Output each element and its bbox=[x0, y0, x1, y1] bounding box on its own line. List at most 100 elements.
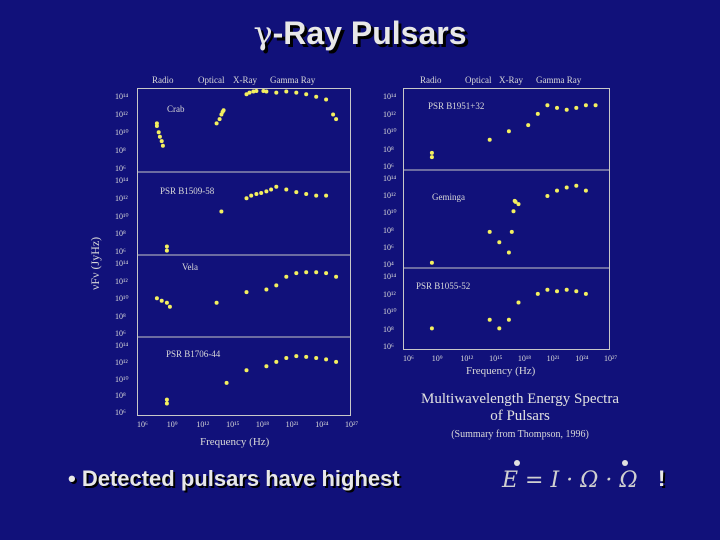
y-tick-label: 10¹² bbox=[115, 193, 128, 203]
spectrum-5 bbox=[429, 183, 588, 265]
panel-title-b1055: PSR B1055-52 bbox=[416, 281, 471, 291]
formula-dot-e bbox=[514, 460, 520, 466]
y-tick-label: 10⁶ bbox=[115, 247, 126, 256]
y-tick-label: 10⁶ bbox=[115, 329, 126, 338]
data-point bbox=[167, 304, 172, 309]
y-tick-label: 10⁶ bbox=[115, 164, 126, 173]
y-tick-label: 10⁸ bbox=[383, 144, 394, 154]
band-label-gamma-right: Gamma Ray bbox=[536, 75, 582, 85]
data-point bbox=[487, 137, 492, 142]
x-tick-label: 10²⁷ bbox=[604, 354, 618, 363]
band-label-optical: Optical bbox=[198, 75, 225, 85]
x-tick-label: 10¹⁵ bbox=[226, 420, 240, 429]
data-point bbox=[244, 290, 249, 295]
data-point bbox=[156, 130, 161, 135]
x-tick-label: 10²¹ bbox=[285, 420, 299, 429]
band-label-gamma: Gamma Ray bbox=[270, 75, 316, 85]
panel-title-geminga: Geminga bbox=[432, 192, 465, 202]
slide-title: γ-Ray Pulsars bbox=[0, 14, 720, 52]
data-point bbox=[487, 317, 492, 322]
data-point bbox=[274, 184, 279, 189]
data-point bbox=[164, 248, 169, 253]
data-point bbox=[334, 359, 339, 364]
data-point bbox=[324, 193, 329, 198]
y-tick-label: 10⁶ bbox=[383, 242, 394, 252]
y-tick-label: 10¹⁴ bbox=[383, 92, 397, 101]
x-tick-label: 10²¹ bbox=[546, 354, 560, 363]
data-point bbox=[324, 97, 329, 102]
data-point bbox=[545, 194, 550, 198]
data-point bbox=[304, 354, 309, 359]
band-label-xray-right: X-Ray bbox=[499, 75, 523, 85]
data-point bbox=[497, 240, 502, 245]
spectrum-4 bbox=[429, 103, 598, 160]
y-tick-label: 10¹⁴ bbox=[115, 176, 129, 185]
data-point bbox=[264, 89, 269, 94]
data-point bbox=[284, 187, 289, 192]
data-point bbox=[214, 121, 219, 126]
panel-title-b1951: PSR B1951+32 bbox=[428, 101, 485, 111]
y-tick-label: 10¹² bbox=[383, 191, 396, 201]
y-tick-label: 10⁸ bbox=[115, 229, 126, 239]
data-point bbox=[154, 124, 159, 128]
spectrum-0 bbox=[154, 89, 339, 148]
y-tick-label: 10¹² bbox=[115, 110, 128, 119]
bullet-text: • Detected pulsars have highest bbox=[68, 466, 400, 491]
left-x-axis-label: Frequency (Hz) bbox=[200, 436, 270, 448]
y-tick-label: 10⁸ bbox=[115, 146, 126, 155]
data-point bbox=[164, 244, 169, 249]
data-point bbox=[429, 326, 434, 331]
data-point bbox=[244, 368, 249, 373]
data-point bbox=[269, 187, 274, 192]
y-tick-label: 10¹² bbox=[383, 289, 396, 299]
band-label-optical-right: Optical bbox=[465, 75, 492, 85]
data-point bbox=[314, 193, 319, 198]
y-tick-label: 10⁸ bbox=[115, 311, 126, 321]
x-tick-label: 10¹⁵ bbox=[489, 354, 503, 363]
data-point bbox=[583, 103, 588, 108]
data-point bbox=[516, 300, 521, 305]
data-point bbox=[164, 397, 169, 402]
data-point bbox=[294, 354, 299, 359]
data-point bbox=[304, 270, 309, 275]
data-point bbox=[160, 143, 165, 148]
data-point bbox=[506, 129, 511, 134]
data-point bbox=[516, 202, 521, 207]
y-tick-label: 10¹² bbox=[115, 276, 128, 286]
data-point bbox=[224, 380, 229, 385]
data-point bbox=[249, 193, 254, 198]
data-point bbox=[429, 260, 434, 265]
panel-title-crab: Crab bbox=[167, 104, 185, 114]
data-point bbox=[284, 89, 289, 94]
band-label-radio-right: Radio bbox=[420, 75, 442, 85]
data-point bbox=[334, 117, 339, 122]
data-point bbox=[264, 189, 269, 194]
exclamation: ! bbox=[658, 466, 666, 491]
data-point bbox=[555, 188, 559, 193]
data-point bbox=[506, 317, 511, 322]
y-tick-label: 10¹² bbox=[383, 109, 396, 119]
y-tick-label: 10¹⁰ bbox=[383, 208, 397, 218]
y-tick-label: 10⁶ bbox=[383, 342, 394, 351]
data-point bbox=[497, 326, 502, 331]
data-point bbox=[244, 92, 249, 97]
data-point bbox=[274, 283, 279, 288]
data-point bbox=[164, 401, 169, 406]
y-tick-label: 10¹⁴ bbox=[383, 272, 397, 281]
data-point bbox=[429, 155, 434, 160]
data-point bbox=[574, 289, 579, 294]
data-point bbox=[545, 287, 550, 292]
x-tick-label: 10¹² bbox=[196, 420, 210, 429]
data-point bbox=[304, 92, 309, 97]
data-point bbox=[264, 364, 269, 369]
data-point bbox=[511, 209, 516, 214]
data-point bbox=[314, 94, 319, 99]
x-tick-label: 10²⁷ bbox=[345, 420, 359, 429]
data-point bbox=[159, 298, 164, 303]
y-tick-label: 10⁶ bbox=[383, 162, 394, 171]
band-label-xray: X-Ray bbox=[233, 75, 257, 85]
data-point bbox=[555, 289, 559, 294]
data-point bbox=[535, 111, 540, 116]
slide-title-text: -Ray Pulsars bbox=[272, 15, 467, 51]
data-point bbox=[219, 209, 224, 214]
